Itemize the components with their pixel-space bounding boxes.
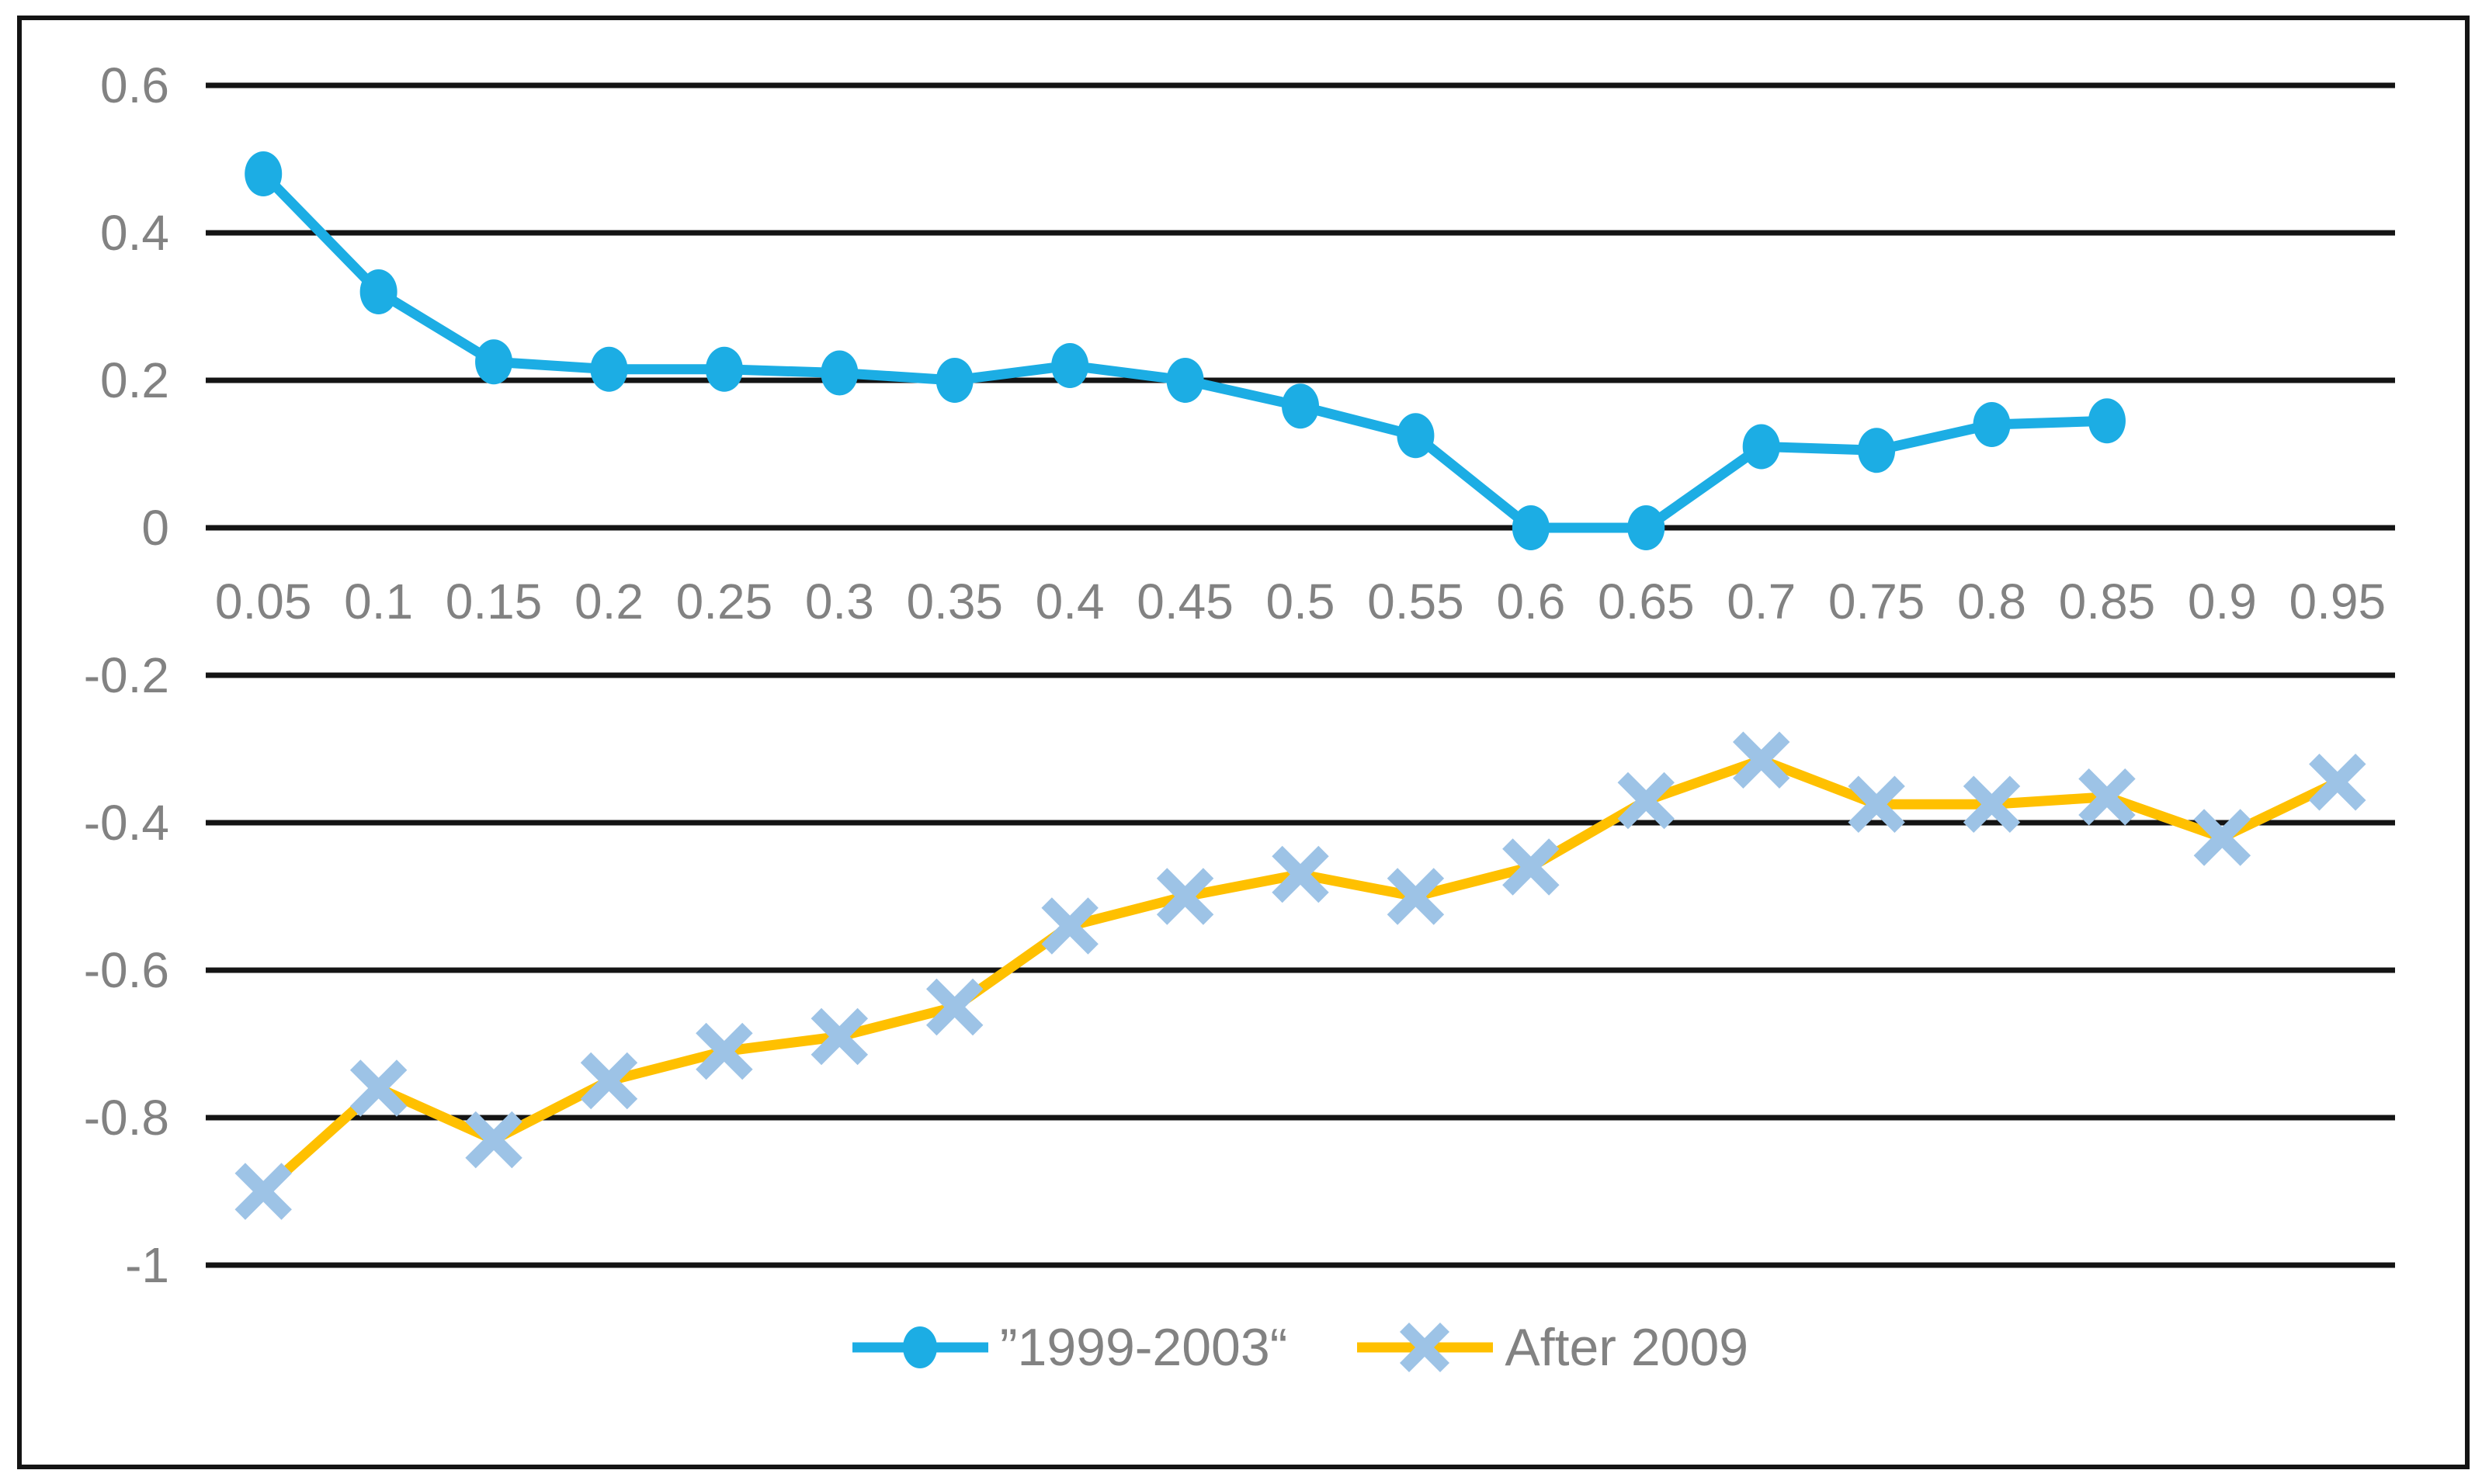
marker-circle-icon <box>2088 398 2126 444</box>
y-tick-label: -0.8 <box>84 1090 169 1146</box>
x-tick-label: 0.2 <box>575 574 644 629</box>
x-tick-label: 0.85 <box>2059 574 2156 629</box>
marker-circle-icon <box>1051 343 1089 388</box>
x-tick-label: 0.05 <box>215 574 312 629</box>
x-tick-label: 0.15 <box>446 574 543 629</box>
x-tick-label: 0.45 <box>1137 574 1234 629</box>
marker-x-icon <box>1041 897 1099 955</box>
x-tick-label: 0.8 <box>1957 574 2026 629</box>
marker-circle-icon <box>590 346 628 392</box>
marker-circle-icon <box>1282 383 1319 429</box>
marker-x-icon <box>1963 775 2021 833</box>
x-tick-label: 0.7 <box>1727 574 1796 629</box>
y-tick-label: 0.4 <box>100 205 169 261</box>
chart-border <box>17 16 2470 1469</box>
x-tick-label: 0.35 <box>906 574 1003 629</box>
marker-circle-icon <box>821 350 859 396</box>
x-tick-label: 0.1 <box>344 574 413 629</box>
legend-sample-circle-icon <box>852 1326 988 1368</box>
marker-circle-icon <box>1627 505 1665 550</box>
chart-legend: ”1999-2003“ After 2009 <box>206 1310 2395 1384</box>
marker-x-icon <box>1848 775 1905 833</box>
y-tick-label: -0.2 <box>84 647 169 703</box>
y-tick-label: -0.6 <box>84 942 169 998</box>
legend-label-after-2009: After 2009 <box>1505 1317 1749 1377</box>
x-tick-label: 0.5 <box>1266 574 1335 629</box>
marker-circle-icon <box>359 269 397 314</box>
legend-circle-icon <box>902 1326 937 1368</box>
series-line-circle <box>259 170 2108 533</box>
marker-x-icon <box>349 1059 408 1117</box>
marker-x-icon <box>234 1163 292 1220</box>
marker-x-icon <box>465 1111 522 1169</box>
y-tick-label: 0.2 <box>100 352 169 408</box>
y-tick-label: 0 <box>141 500 169 556</box>
legend-sample-x-icon <box>1357 1322 1494 1372</box>
x-tick-label: 0.65 <box>1598 574 1695 629</box>
x-tick-label: 0.9 <box>2188 574 2257 629</box>
x-tick-label: 0.3 <box>805 574 874 629</box>
legend-x-icon <box>1400 1322 1450 1372</box>
marker-x-icon <box>926 978 984 1036</box>
marker-x-icon <box>1156 868 1214 925</box>
marker-circle-icon <box>1397 413 1435 459</box>
marker-x-icon <box>1272 845 1329 903</box>
marker-circle-icon <box>705 346 743 392</box>
legend-label-1999-2003: ”1999-2003“ <box>999 1317 1288 1377</box>
marker-circle-icon <box>1973 402 2011 447</box>
marker-x-icon <box>696 1022 753 1080</box>
legend-item-after-2009: After 2009 <box>1357 1312 1748 1382</box>
y-tick-label: -0.4 <box>84 795 169 851</box>
x-tick-label: 0.6 <box>1496 574 1565 629</box>
marker-x-icon <box>580 1052 638 1110</box>
x-tick-label: 0.95 <box>2289 574 2387 629</box>
marker-circle-icon <box>1858 428 1896 473</box>
x-tick-label: 0.75 <box>1828 574 1925 629</box>
x-tick-label: 0.4 <box>1036 574 1105 629</box>
marker-x-icon <box>1732 731 1790 789</box>
marker-circle-icon <box>475 339 513 385</box>
marker-x-icon <box>1617 771 1675 830</box>
marker-circle-icon <box>1512 505 1550 550</box>
x-tick-label: 0.25 <box>676 574 773 629</box>
marker-circle-icon <box>1742 424 1780 470</box>
marker-x-icon <box>1387 868 1445 925</box>
y-tick-label: -1 <box>125 1237 169 1293</box>
marker-circle-icon <box>1166 358 1204 403</box>
marker-x-icon <box>1502 838 1560 896</box>
y-tick-label: 0.6 <box>100 57 169 113</box>
marker-x-icon <box>811 1007 869 1066</box>
x-tick-label: 0.55 <box>1367 574 1464 629</box>
marker-circle-icon <box>245 151 283 196</box>
marker-x-icon <box>2309 754 2366 811</box>
legend-item-1999-2003: ”1999-2003“ <box>852 1312 1287 1382</box>
marker-circle-icon <box>936 358 974 403</box>
marker-x-icon <box>2078 768 2136 826</box>
marker-x-icon <box>2193 809 2251 866</box>
